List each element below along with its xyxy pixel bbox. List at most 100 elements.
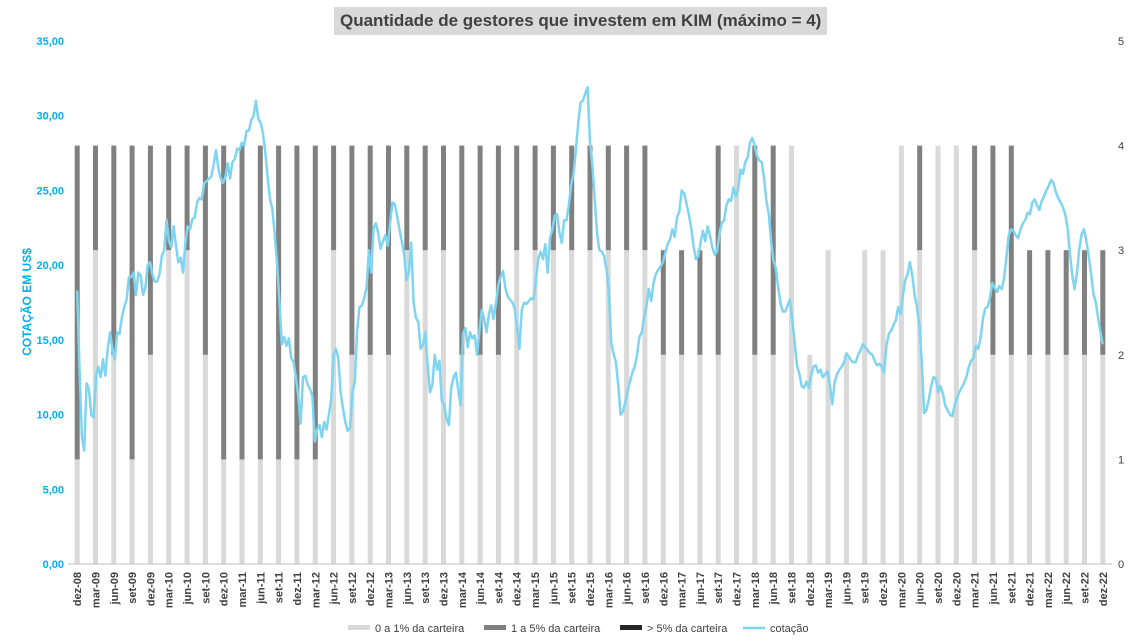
bar-segment-2-set-15 — [569, 145, 575, 251]
x-tick-label: mar-11 — [237, 572, 249, 607]
bar-segment-1-jun-17 — [697, 354, 703, 564]
left-tick-label: 15,00 — [36, 335, 64, 347]
x-axis: dez-08 mar-09 jun-09 set-09 dez-09 mar-10 jun-… — [68, 563, 1112, 608]
bar-segment-1-jun-10 — [184, 250, 190, 564]
x-tick-label: set-22 — [1080, 572, 1092, 604]
bar-segment-2-set-13 — [422, 145, 428, 251]
x-tick-label: mar-22 — [1043, 572, 1055, 608]
legend-label: > 5% da carteira — [647, 623, 728, 635]
bar-segment-1-dez-15 — [587, 250, 593, 564]
bar-segment-1-dez-17 — [734, 145, 739, 564]
bar-segment-1-mar-18 — [752, 354, 758, 564]
bar-segment-2-set-09 — [129, 145, 135, 460]
bar-segment-2-jun-16 — [624, 145, 630, 251]
bar-segment-1-set-18 — [789, 145, 794, 564]
bar-segment-1-jun-14 — [477, 354, 483, 564]
x-tick-label: jun-11 — [255, 572, 267, 605]
bar-segment-2-mar-22 — [1045, 250, 1051, 355]
bar-segment-2-mar-14 — [459, 145, 465, 355]
bar-segment-2-jun-12 — [331, 145, 337, 251]
x-tick-label: dez-17 — [732, 572, 744, 606]
legend: 0 a 1% da carteira 1 a 5% da carteira > 5%… — [348, 623, 809, 635]
bar-segment-1-dez-22 — [1100, 354, 1106, 564]
x-tick-label: mar-16 — [603, 572, 615, 608]
bar-segment-1-set-10 — [202, 354, 208, 564]
x-tick-label: jun-16 — [622, 572, 634, 605]
bar-segment-1-jun-20 — [917, 250, 923, 564]
right-tick-label: 1 — [1118, 454, 1124, 466]
bar-segment-1-jun-21 — [990, 354, 996, 564]
x-tick-label: jun-15 — [548, 572, 560, 605]
x-tick-label: dez-10 — [219, 572, 231, 606]
bar-segment-1-set-15 — [569, 250, 575, 564]
x-tick-label: dez-09 — [145, 572, 157, 606]
bar-segment-2-mar-10 — [166, 145, 172, 251]
x-tick-label: set-10 — [200, 572, 212, 604]
legend-label: 1 a 5% da carteira — [511, 623, 601, 635]
left-tick-label: 25,00 — [36, 185, 64, 197]
x-tick-label: dez-22 — [1098, 572, 1110, 606]
bar-segment-2-jun-20 — [917, 145, 923, 251]
bar-segment-1-dez-19 — [880, 250, 886, 564]
bar-segment-1-set-19 — [862, 250, 868, 564]
legend-swatch — [484, 625, 506, 630]
left-tick-label: 30,00 — [36, 111, 64, 123]
x-tick-label: set-11 — [274, 572, 286, 603]
bar-segment-1-mar-12 — [312, 459, 318, 564]
x-tick-label: jun-09 — [109, 572, 121, 605]
bar-segment-1-mar-15 — [532, 250, 538, 564]
bar-segment-2-mar-11 — [239, 145, 245, 460]
x-tick-label: set-17 — [713, 572, 725, 604]
bar-segment-1-dez-21 — [1027, 354, 1033, 564]
x-tick-label: dez-16 — [658, 572, 670, 606]
price-line — [75, 86, 1105, 452]
x-tick-label: set-09 — [127, 572, 139, 604]
bar-segment-1-dez-12 — [367, 354, 373, 564]
bar-segment-2-jun-17 — [697, 250, 703, 355]
bar-segment-2-dez-12 — [367, 145, 373, 355]
legend-swatch — [620, 625, 642, 630]
bar-segment-1-dez-10 — [221, 459, 227, 564]
right-tick-label: 2 — [1118, 350, 1124, 362]
bar-segment-2-mar-09 — [93, 145, 98, 251]
bar-segment-1-dez-11 — [294, 459, 300, 564]
bar-segment-1-set-11 — [276, 459, 282, 564]
x-tick-label: set-19 — [860, 572, 872, 604]
x-tick-label: jun-12 — [329, 572, 341, 605]
bar-segment-1-jun-22 — [1063, 354, 1069, 564]
bar-segment-1-mar-11 — [239, 459, 245, 564]
bar-segment-2-jun-10 — [184, 145, 190, 251]
x-tick-label: set-13 — [420, 572, 432, 604]
bar-segment-2-jun-15 — [550, 145, 556, 251]
bar-segment-2-mar-21 — [972, 145, 978, 251]
bar-segment-1-set-12 — [349, 354, 355, 564]
bar-segment-2-dez-16 — [660, 250, 666, 355]
left-tick-label: 35,00 — [36, 36, 64, 48]
bar-segment-2-mar-12 — [312, 145, 318, 460]
x-tick-label: dez-21 — [1025, 572, 1037, 606]
x-tick-label: mar-13 — [384, 572, 396, 608]
left-tick-label: 10,00 — [36, 410, 64, 422]
bar-segment-1-set-09 — [129, 459, 135, 564]
x-tick-label: mar-14 — [457, 571, 469, 608]
bar-segment-1-mar-20 — [898, 145, 904, 564]
bar-segment-2-jun-11 — [257, 145, 263, 460]
bar-segment-2-mar-15 — [532, 145, 538, 251]
left-axis: 0,00 5,00 10,00 15,00 20,00 25,00 30,00 35,00 — [36, 36, 64, 571]
bar-segment-1-jun-09 — [111, 354, 117, 564]
bar-segment-2-dez-11 — [294, 145, 300, 460]
bar-segment-1-set-13 — [422, 250, 428, 564]
x-tick-label: dez-19 — [878, 572, 890, 606]
bar-segment-2-set-12 — [349, 145, 355, 355]
bar-segment-1-dez-16 — [660, 354, 666, 564]
bar-segment-1-dez-20 — [953, 145, 959, 564]
x-tick-label: dez-18 — [805, 572, 817, 606]
legend-label: cotação — [770, 623, 809, 635]
x-tick-label: mar-18 — [750, 572, 762, 608]
right-tick-label: 3 — [1118, 245, 1124, 257]
x-tick-label: dez-13 — [439, 572, 451, 606]
left-tick-label: 20,00 — [36, 260, 64, 272]
x-tick-label: mar-20 — [896, 572, 908, 608]
right-axis: 0 1 2 3 4 5 — [1118, 36, 1124, 571]
bar-segment-1-dez-14 — [514, 250, 520, 564]
